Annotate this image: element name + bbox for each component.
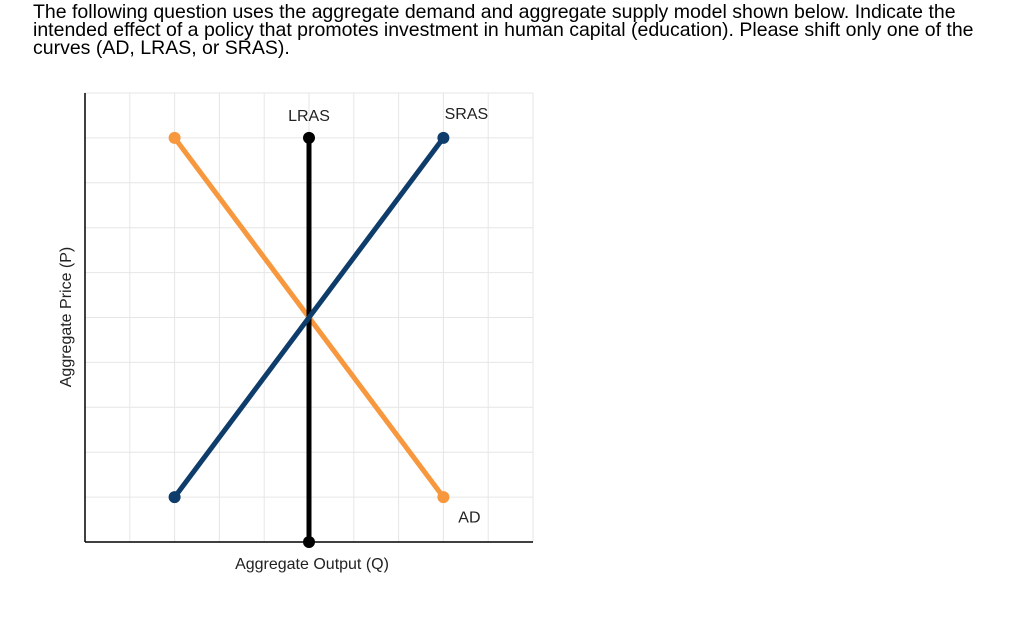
- x-axis-label: Aggregate Output (Q): [235, 556, 389, 573]
- curve-endpoint: [303, 536, 315, 548]
- curve-endpoint: [437, 131, 450, 144]
- curve-endpoint: [168, 491, 181, 504]
- curve-label: LRAS: [288, 108, 330, 125]
- curve: [172, 136, 446, 499]
- curve-label: SRAS: [445, 106, 489, 123]
- curve-label: AD: [458, 509, 480, 526]
- y-axis-label: Aggregate Price (P): [58, 247, 75, 388]
- question-text: The following question uses the aggregat…: [33, 1, 974, 59]
- curve-endpoint: [437, 491, 450, 504]
- curve-endpoint: [168, 131, 181, 144]
- curve-endpoint: [303, 131, 315, 144]
